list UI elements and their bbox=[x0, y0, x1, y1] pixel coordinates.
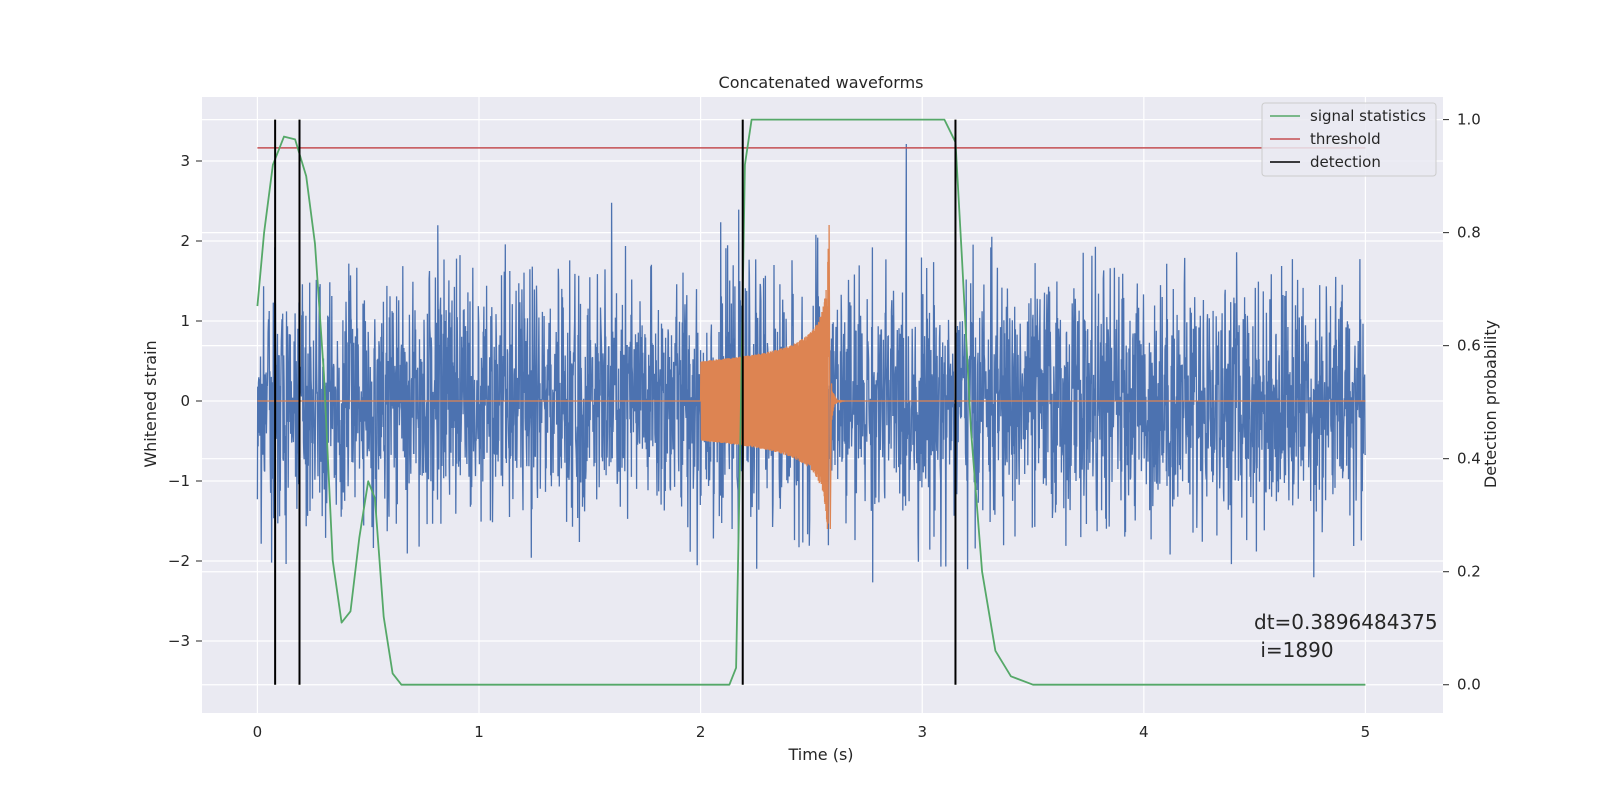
y-tick-label: 2 bbox=[180, 232, 190, 250]
x-tick-label: 1 bbox=[474, 723, 484, 741]
y-tick-label: −2 bbox=[168, 552, 190, 570]
y2-tick-label: 1.0 bbox=[1457, 111, 1481, 129]
axis-ticks: 0 1 2 3 4 5 −3 −2 −1 0 1 2 3 0.0 0.2 0.4 0.6 0.8 1.0 bbox=[168, 111, 1481, 741]
x-tick-label: 3 bbox=[917, 723, 927, 741]
x-tick-label: 2 bbox=[696, 723, 706, 741]
y2-axis-label: Detection probability bbox=[1481, 320, 1500, 488]
annotation-i: i=1890 bbox=[1254, 638, 1334, 662]
y-tick-label: −1 bbox=[168, 472, 190, 490]
signal-statistics-series bbox=[256, 118, 1366, 686]
x-axis-label: Time (s) bbox=[787, 745, 853, 764]
annotation-dt: dt=0.3896484375 bbox=[1254, 610, 1438, 634]
injection-series bbox=[257, 224, 1366, 530]
injection-line bbox=[257, 224, 1366, 530]
y2-tick-label: 0.6 bbox=[1457, 337, 1481, 355]
y-tick-label: 0 bbox=[180, 392, 190, 410]
y-axis-label: Whitened strain bbox=[141, 340, 160, 467]
y2-tick-label: 0.2 bbox=[1457, 563, 1481, 581]
legend-label-detection: detection bbox=[1310, 153, 1381, 171]
legend-label-signal-statistics: signal statistics bbox=[1310, 107, 1426, 125]
legend: signal statistics threshold detection bbox=[1261, 102, 1437, 177]
y2-tick-label: 0.0 bbox=[1457, 676, 1481, 694]
y-tick-label: 1 bbox=[180, 312, 190, 330]
y2-tick-label: 0.8 bbox=[1457, 224, 1481, 242]
y-tick-label: 3 bbox=[180, 152, 190, 170]
x-tick-label: 5 bbox=[1361, 723, 1371, 741]
chart-title: Concatenated waveforms bbox=[719, 73, 924, 92]
x-tick-label: 0 bbox=[253, 723, 263, 741]
legend-label-threshold: threshold bbox=[1310, 130, 1381, 148]
detection-series bbox=[274, 119, 957, 685]
y-tick-label: −3 bbox=[168, 632, 190, 650]
legend-box bbox=[1261, 102, 1437, 177]
x-tick-label: 4 bbox=[1139, 723, 1149, 741]
y2-tick-label: 0.4 bbox=[1457, 450, 1481, 468]
signal-statistics-line bbox=[256, 118, 1366, 686]
